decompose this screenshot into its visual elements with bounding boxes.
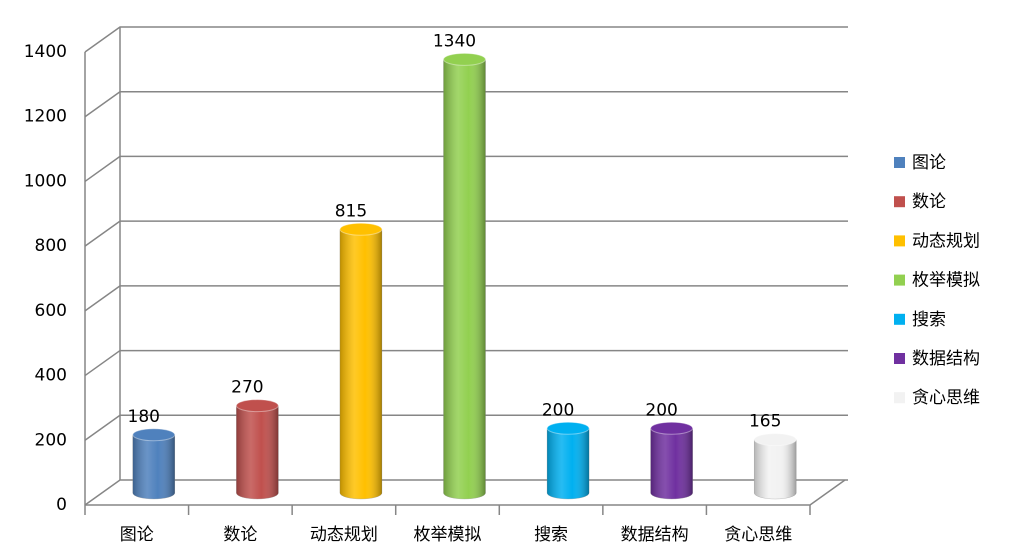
bar-group (546, 421, 590, 500)
bar-top (235, 399, 279, 413)
bar-shade (650, 428, 693, 500)
bar-top (546, 421, 590, 435)
legend-swatch (894, 235, 905, 247)
bar-shade (443, 59, 486, 500)
legend-swatch (894, 392, 905, 404)
grid-line (84, 90, 848, 118)
bar-shade (236, 405, 279, 500)
grid-line (84, 479, 848, 506)
legend-swatch (894, 196, 905, 208)
value-label: 165 (749, 412, 781, 432)
grid-line (84, 349, 848, 377)
x-tick-label: 图论 (120, 525, 154, 545)
bar-shade (132, 434, 175, 500)
legend-label: 枚举模拟 (912, 271, 980, 291)
grid-line (84, 26, 848, 53)
legend-swatch (894, 157, 905, 168)
legend-label: 搜索 (912, 310, 946, 330)
value-label: 815 (335, 201, 367, 221)
bar-top (339, 222, 383, 236)
bar-group (753, 433, 797, 500)
bar-top (753, 433, 797, 447)
bar-group (235, 399, 279, 500)
value-label: 180 (128, 407, 160, 427)
y-tick-label: 1000 (24, 171, 67, 191)
y-tick-label: 200 (35, 430, 67, 450)
y-tick-label: 800 (35, 236, 67, 256)
x-tick-label: 动态规划 (310, 525, 378, 545)
value-label: 200 (645, 400, 677, 420)
grid-line (84, 285, 848, 312)
grid-line (84, 220, 848, 247)
bar-shade (754, 439, 797, 500)
bar-top (650, 421, 694, 435)
legend-swatch (894, 313, 905, 325)
legend-swatch (894, 274, 905, 286)
bar-shade (547, 428, 590, 500)
x-tick-label: 数据结构 (621, 525, 689, 545)
value-label: 200 (542, 400, 574, 420)
bar-top (443, 52, 486, 66)
bar-group (132, 428, 176, 500)
legend-label: 贪心思维 (912, 388, 980, 408)
bar-group (650, 421, 694, 500)
value-label: 1340 (433, 31, 476, 51)
y-tick-label: 1400 (24, 42, 67, 62)
x-tick-label: 贪心思维 (724, 525, 792, 545)
x-tick-label: 搜索 (534, 525, 568, 545)
legend-swatch (894, 353, 905, 364)
legend-label: 数论 (912, 192, 946, 212)
legend-label: 数据结构 (912, 349, 980, 369)
y-tick-label: 0 (56, 495, 67, 515)
bar-shade (339, 229, 382, 500)
y-tick-label: 1200 (24, 107, 67, 127)
y-tick-label: 400 (35, 366, 67, 386)
bar-top (132, 428, 176, 442)
value-label: 270 (231, 378, 263, 398)
legend-label: 动态规划 (912, 231, 980, 251)
x-tick-label: 枚举模拟 (414, 525, 482, 545)
bar-group (443, 52, 486, 500)
legend-label: 图论 (912, 153, 946, 173)
bar-group (339, 222, 383, 500)
grid-line (84, 414, 848, 441)
grid-line (84, 155, 848, 183)
y-tick-label: 600 (35, 301, 67, 321)
x-tick-label: 数论 (223, 525, 257, 545)
